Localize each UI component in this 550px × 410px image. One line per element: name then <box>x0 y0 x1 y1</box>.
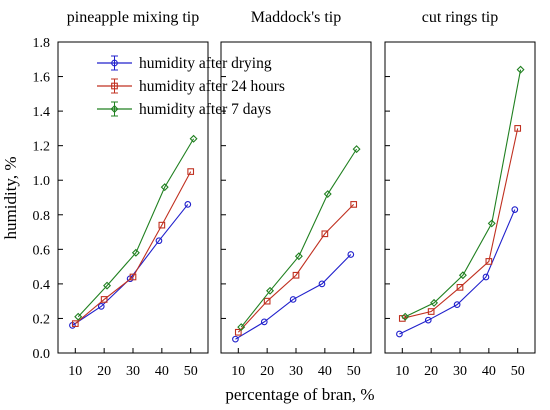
data-point-3 <box>103 281 112 290</box>
data-point-3 <box>430 298 439 307</box>
y-tick-label: 1.8 <box>33 36 51 51</box>
series-line-3 <box>77 138 195 318</box>
x-tick-label: 40 <box>155 364 169 379</box>
x-tick-label: 40 <box>318 364 332 379</box>
data-point-2 <box>187 168 195 175</box>
data-point-1 <box>260 318 268 326</box>
x-tick-label: 30 <box>289 364 303 379</box>
x-tick-label: 50 <box>511 364 525 379</box>
legend: humidity after drying humidity after 24 h… <box>97 55 285 118</box>
y-tick-label: 0.8 <box>33 209 51 224</box>
x-tick-label: 40 <box>482 364 496 379</box>
data-point-1 <box>453 301 461 308</box>
x-tick-label: 10 <box>68 364 82 379</box>
series-line-1 <box>72 204 189 326</box>
x-tick-label: 20 <box>424 364 438 379</box>
series-line-2 <box>237 204 355 333</box>
y-tick-label: 0.2 <box>33 312 51 327</box>
y-tick-label: 0.6 <box>33 243 51 258</box>
panel-3: cut rings tip 10 20 30 40 50 <box>384 9 536 379</box>
data-point-3 <box>352 145 361 154</box>
data-point-1 <box>232 335 239 343</box>
data-point-2 <box>158 221 166 229</box>
x-tick-label: 50 <box>184 364 198 379</box>
panel-title: Maddock's tip <box>251 9 341 26</box>
data-point-2 <box>234 328 242 336</box>
x-tick-label: 20 <box>260 364 274 379</box>
data-point-1 <box>289 296 297 303</box>
data-point-1 <box>424 316 432 324</box>
data-point-3 <box>237 323 246 332</box>
data-point-3 <box>458 271 467 280</box>
data-point-1 <box>511 206 519 213</box>
data-point-2 <box>350 201 358 208</box>
x-tick-label: 10 <box>395 364 409 379</box>
data-point-2 <box>485 258 493 265</box>
x-axis-label: percentage of bran, % <box>225 385 374 404</box>
series-line-2 <box>74 171 192 325</box>
data-point-3 <box>294 252 303 261</box>
data-point-1 <box>318 280 326 288</box>
series-line-3 <box>240 148 358 328</box>
series-line-1 <box>235 254 352 340</box>
y-tick-label: 1.6 <box>33 71 51 86</box>
data-point-1 <box>97 303 105 310</box>
legend-marker <box>110 105 119 113</box>
x-tick-label: 20 <box>97 364 111 379</box>
data-point-3 <box>401 312 410 321</box>
data-point-2 <box>321 230 329 238</box>
data-point-3 <box>189 134 198 143</box>
data-point-2 <box>292 271 300 279</box>
y-tick-label: 0.0 <box>33 347 51 362</box>
data-point-2 <box>71 320 79 327</box>
series-line-3 <box>404 69 522 318</box>
panels-layer: pineapple mixing tip 10 20 30 40 50 0.0 0.2 0.4 0… <box>33 9 536 379</box>
data-point-3 <box>323 190 332 199</box>
data-point-3 <box>487 219 496 228</box>
data-point-2 <box>514 125 522 132</box>
legend-marker <box>111 59 118 67</box>
data-point-1 <box>347 251 355 258</box>
legend-label: humidity after 24 hours <box>139 78 285 95</box>
legend-label: humidity after drying <box>139 55 272 72</box>
data-point-2 <box>263 297 271 305</box>
y-tick-label: 1.4 <box>33 105 51 120</box>
panel-2: Maddock's tip 10 20 30 40 50 <box>220 9 372 379</box>
data-point-2 <box>427 308 435 315</box>
x-tick-label: 30 <box>126 364 140 379</box>
data-point-1 <box>184 201 192 208</box>
panel-title: pineapple mixing tip <box>67 9 199 26</box>
x-tick-label: 30 <box>453 364 467 379</box>
legend-marker <box>111 82 118 90</box>
data-point-1 <box>396 330 403 338</box>
data-point-3 <box>131 248 140 257</box>
y-tick-label: 1.2 <box>33 140 51 155</box>
data-point-2 <box>129 273 137 281</box>
data-point-3 <box>160 183 169 192</box>
series-line-1 <box>399 209 516 335</box>
series-line-2 <box>402 128 519 319</box>
panel-1: pineapple mixing tip 10 20 30 40 50 0.0 0.2 0.4 0… <box>33 9 209 379</box>
data-point-1 <box>482 273 490 281</box>
legend-label: humidity after 7 days <box>139 101 271 118</box>
panel-title: cut rings tip <box>422 9 498 26</box>
data-point-2 <box>100 296 108 303</box>
y-tick-label: 1.0 <box>33 174 51 189</box>
x-tick-label: 10 <box>231 364 245 379</box>
data-point-3 <box>266 286 275 295</box>
y-axis-label: humidity, % <box>1 157 20 240</box>
y-tick-label: 0.4 <box>33 278 51 293</box>
data-point-3 <box>74 312 83 321</box>
data-point-1 <box>155 237 163 245</box>
panel-frame <box>384 41 536 354</box>
data-point-2 <box>456 283 464 291</box>
x-tick-label: 50 <box>347 364 361 379</box>
data-point-3 <box>516 65 525 74</box>
